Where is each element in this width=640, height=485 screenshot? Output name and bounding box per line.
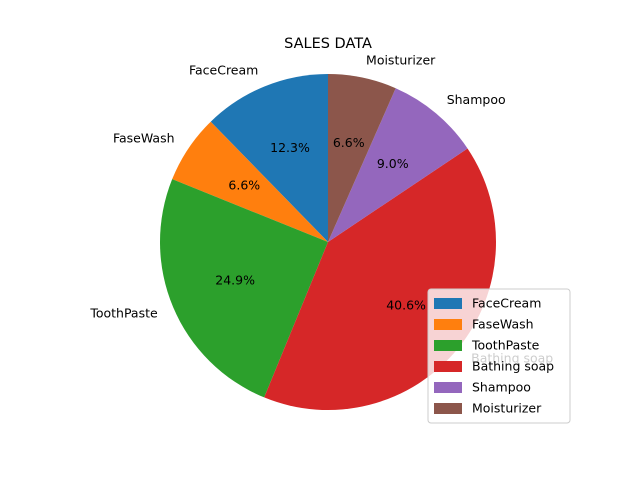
legend-label-fasewash: FaseWash bbox=[472, 317, 534, 332]
chart-title: SALES DATA bbox=[284, 36, 372, 52]
percent-label-toothpaste: 24.9% bbox=[215, 273, 255, 288]
legend-label-bathing-soap: Bathing soap bbox=[472, 359, 554, 374]
legend-label-toothpaste: ToothPaste bbox=[471, 338, 540, 353]
slice-label-moisturizer: Moisturizer bbox=[366, 53, 436, 68]
pie-slice-shampoo bbox=[328, 88, 468, 242]
legend-swatch-shampoo bbox=[434, 382, 462, 393]
percent-label-moisturizer: 6.6% bbox=[333, 135, 365, 150]
slice-label-fasewash: FaseWash bbox=[113, 131, 175, 146]
legend: FaceCream FaseWash ToothPaste Bathing soap S… bbox=[427, 288, 571, 424]
pie-slice-fasewash bbox=[172, 121, 328, 242]
legend-swatch-bathing-soap bbox=[434, 361, 462, 372]
percent-label-bathing-soap: 40.6% bbox=[386, 297, 426, 312]
percent-label-shampoo: 9.0% bbox=[377, 156, 409, 171]
legend-swatch-toothpaste bbox=[434, 340, 462, 351]
percent-label-facecream: 12.3% bbox=[270, 140, 310, 155]
pie-slice-moisturizer bbox=[328, 74, 396, 242]
legend-swatch-moisturizer bbox=[434, 403, 462, 414]
slice-label-toothpaste: ToothPaste bbox=[89, 305, 158, 320]
legend-label-shampoo: Shampoo bbox=[472, 380, 531, 395]
legend-swatch-facecream bbox=[434, 298, 462, 309]
legend-label-facecream: FaceCream bbox=[472, 296, 541, 311]
legend-label-moisturizer: Moisturizer bbox=[472, 401, 542, 416]
slice-label-facecream: FaceCream bbox=[189, 62, 258, 77]
pie-slice-facecream bbox=[210, 74, 328, 242]
pie-percent-labels: 12.3% 6.6% 24.9% 40.6% 9.0% 6.6% bbox=[215, 135, 426, 312]
pie-slice-toothpaste bbox=[160, 179, 328, 398]
percent-label-fasewash: 6.6% bbox=[228, 177, 260, 192]
legend-swatch-fasewash bbox=[434, 319, 462, 330]
legend-box bbox=[427, 288, 571, 424]
slice-label-shampoo: Shampoo bbox=[447, 92, 506, 107]
